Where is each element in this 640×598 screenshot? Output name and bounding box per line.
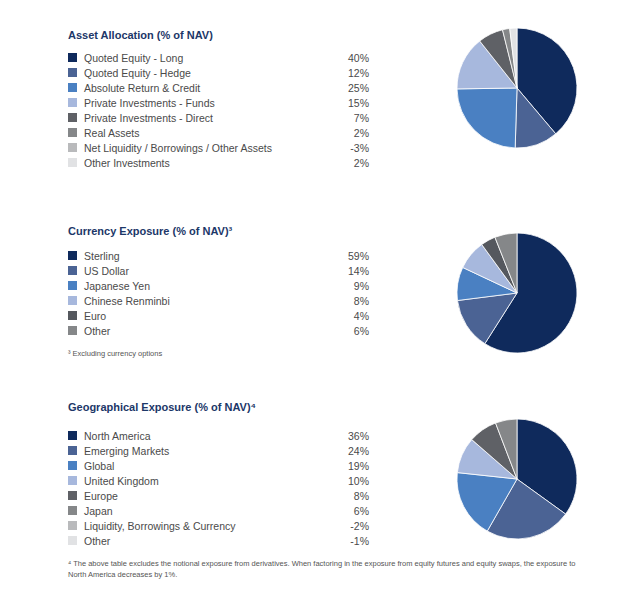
legend-label: Other Investments — [84, 156, 170, 170]
legend-swatch — [68, 113, 77, 122]
legend-label: Real Assets — [84, 126, 139, 140]
legend-label: Sterling — [84, 249, 120, 263]
pie-slice — [503, 28, 517, 88]
legend-label: Liquidity, Borrowings & Currency — [84, 519, 236, 533]
value-label: 15% — [309, 96, 369, 110]
legend-swatch — [68, 476, 77, 485]
pie-slice — [457, 88, 517, 148]
legend-label: US Dollar — [84, 264, 129, 278]
pie — [457, 419, 577, 539]
legend-label: Euro — [84, 309, 106, 323]
value-label: 10% — [309, 474, 369, 488]
legend-label: Private Investments - Funds — [84, 96, 215, 110]
legend-label: Global — [84, 459, 114, 473]
value-label: 6% — [309, 504, 369, 518]
value-label: 2% — [309, 156, 369, 170]
legend-swatch — [68, 311, 77, 320]
legend-label: North America — [84, 429, 151, 443]
legend-swatch — [68, 446, 77, 455]
legend-swatch — [68, 521, 77, 530]
value-label: 6% — [309, 324, 369, 338]
legend-swatch — [68, 506, 77, 515]
legend-swatch — [68, 83, 77, 92]
value-label: -3% — [309, 141, 369, 155]
legend-label: Other — [84, 324, 110, 338]
pie — [457, 233, 577, 353]
legend-swatch — [68, 491, 77, 500]
legend-label: United Kingdom — [84, 474, 159, 488]
legend-swatch — [68, 158, 77, 167]
legend-label: Absolute Return & Credit — [84, 81, 200, 95]
chart-title: Currency Exposure (% of NAV)³ — [68, 224, 232, 238]
value-label: 2% — [309, 126, 369, 140]
legend-swatch — [68, 266, 77, 275]
legend-label: Other — [84, 534, 110, 548]
legend-label: Net Liquidity / Borrowings / Other Asset… — [84, 141, 272, 155]
value-label: 24% — [309, 444, 369, 458]
legend-swatch — [68, 296, 77, 305]
legend-swatch — [68, 251, 77, 260]
legend-label: Chinese Renminbi — [84, 294, 170, 308]
footnote: ³ Excluding currency options — [68, 348, 580, 359]
legend-swatch — [68, 431, 77, 440]
legend-swatch — [68, 53, 77, 62]
pie — [457, 28, 577, 148]
chart-title: Geographical Exposure (% of NAV)⁴ — [68, 400, 256, 414]
legend-label: Europe — [84, 489, 118, 503]
value-label: 25% — [309, 81, 369, 95]
legend-label: Emerging Markets — [84, 444, 169, 458]
footnote: ⁴ The above table excludes the notional … — [68, 558, 580, 580]
value-label: 12% — [309, 66, 369, 80]
legend-swatch — [68, 128, 77, 137]
legend-label: Quoted Equity - Long — [84, 51, 183, 65]
legend-label: Japanese Yen — [84, 279, 150, 293]
legend-label: Japan — [84, 504, 113, 518]
pie-slice — [457, 293, 517, 344]
legend-swatch — [68, 143, 77, 152]
value-label: 4% — [309, 309, 369, 323]
pie-slice — [495, 233, 517, 293]
legend-label: Quoted Equity - Hedge — [84, 66, 191, 80]
legend-swatch — [68, 281, 77, 290]
value-label: 8% — [309, 294, 369, 308]
chart-title: Asset Allocation (% of NAV) — [68, 28, 213, 42]
pie-slice — [515, 88, 556, 148]
value-label: 19% — [309, 459, 369, 473]
legend-swatch — [68, 326, 77, 335]
legend-swatch — [68, 98, 77, 107]
value-label: 14% — [309, 264, 369, 278]
pie-slice — [510, 28, 517, 88]
legend-swatch — [68, 536, 77, 545]
pie-slice — [496, 419, 517, 479]
value-label: -2% — [309, 519, 369, 533]
pie-slice — [457, 473, 517, 532]
legend-swatch — [68, 461, 77, 470]
value-label: 59% — [309, 249, 369, 263]
value-label: -1% — [309, 534, 369, 548]
legend-label: Private Investments - Direct — [84, 111, 213, 125]
value-label: 36% — [309, 429, 369, 443]
value-label: 40% — [309, 51, 369, 65]
value-label: 9% — [309, 279, 369, 293]
value-label: 8% — [309, 489, 369, 503]
value-label: 7% — [309, 111, 369, 125]
legend-swatch — [68, 68, 77, 77]
